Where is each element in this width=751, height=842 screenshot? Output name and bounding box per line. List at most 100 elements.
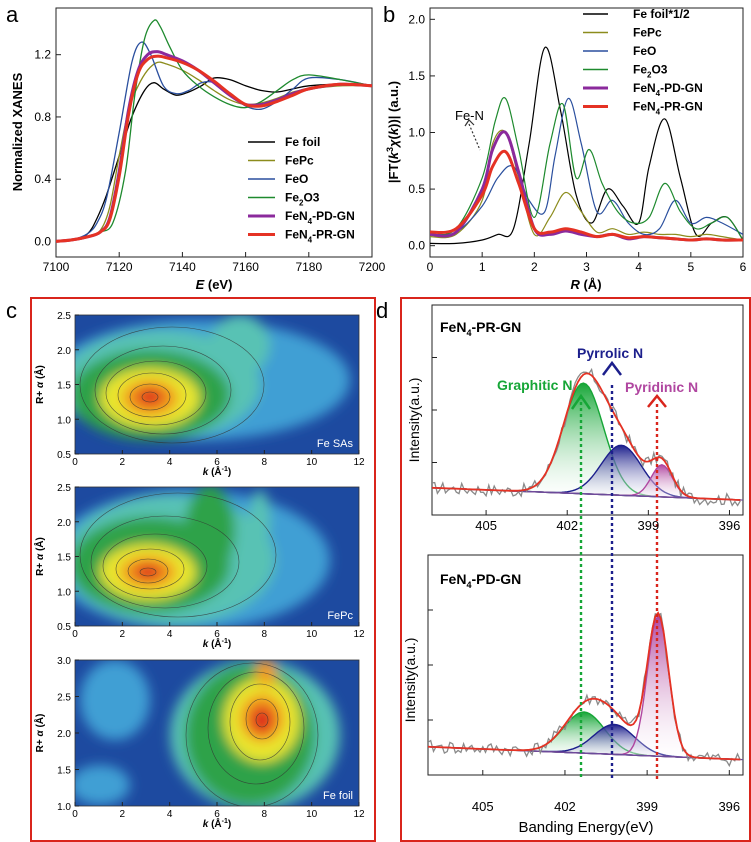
c-xtick-label: 10 bbox=[306, 629, 318, 640]
b-legend-label: FePc bbox=[633, 26, 662, 40]
a-legend-label: FeN4-PR-GN bbox=[285, 228, 355, 245]
b-xtick-label: 0 bbox=[427, 260, 434, 274]
b-series-fe2o3 bbox=[430, 96, 743, 241]
c-ylabel: R+ α (Å) bbox=[33, 537, 46, 576]
c-ytick-label: 2.0 bbox=[57, 518, 71, 529]
d-xtick-label: 399 bbox=[637, 518, 659, 533]
panel-c-ticks: 0.5 1.0 1.5 2.0 2.5 0 2 4 6 8 10 12 k (Å-1) R+ α (Å) 0… bbox=[33, 311, 365, 830]
a-ytick-label: 0.0 bbox=[34, 234, 51, 248]
c-xtick-label: 0 bbox=[72, 629, 78, 640]
panel-b-xlabel: R (Å) bbox=[570, 277, 601, 292]
b-xtick-label: 5 bbox=[687, 260, 694, 274]
c-xtick-label: 10 bbox=[306, 457, 318, 468]
xps-raw-data bbox=[432, 367, 741, 507]
graphitic-arrow bbox=[570, 393, 592, 410]
c-ytick-label: 2.5 bbox=[57, 311, 71, 322]
a-series-fe-foil bbox=[56, 76, 372, 243]
wt-label-fepc: FePc bbox=[327, 610, 353, 622]
wt-label-fe-sas: Fe SAs bbox=[317, 438, 354, 450]
c-ytick-label: 1.0 bbox=[57, 415, 71, 426]
c-xtick-label: 4 bbox=[167, 629, 173, 640]
a-ytick-label: 1.2 bbox=[34, 48, 51, 62]
panel-b-ticks: 0 1 2 3 4 5 6 0.0 0.5 1.0 1.5 2.0 bbox=[408, 12, 746, 274]
c-xtick-label: 4 bbox=[167, 809, 173, 820]
a-ytick-label: 0.8 bbox=[34, 110, 51, 124]
b-series-fen4-pd-gn bbox=[430, 130, 743, 242]
panel-a-ylabel: Normalized XANES bbox=[10, 72, 25, 191]
panel-b: b 0 1 2 3 4 5 6 0.0 0.5 1.0 1.5 2.0 R (Å) |FT(k3χ(k… bbox=[383, 2, 747, 292]
b-ytick-label: 1.5 bbox=[408, 69, 425, 83]
d-xtick-label: 405 bbox=[475, 518, 497, 533]
panel-a: a 7100 7120 7140 7160 7180 7200 0.0 0.4 0.8 1.2 E… bbox=[6, 2, 386, 292]
xps-fit-envelope bbox=[432, 372, 741, 501]
wt-map-fe-foil bbox=[75, 660, 359, 806]
c-ytick-label: 1.5 bbox=[57, 553, 71, 564]
b-xtick-label: 6 bbox=[740, 260, 747, 274]
xps-top-ylabel: Intensity(a.u.) bbox=[406, 378, 422, 463]
b-xtick-label: 3 bbox=[583, 260, 590, 274]
wt-map-fe-sas bbox=[75, 315, 359, 454]
a-series-fen4-pr-gn bbox=[56, 54, 372, 243]
panel-a-series bbox=[56, 19, 372, 243]
pyrrolic-arrow bbox=[602, 360, 622, 376]
a-xtick-label: 7160 bbox=[232, 260, 259, 274]
a-xtick-label: 7200 bbox=[359, 260, 386, 274]
wt-map-fepc bbox=[75, 487, 359, 626]
c-ytick-label: 0.5 bbox=[57, 622, 71, 633]
c-ylabel: R+ α (Å) bbox=[33, 714, 46, 753]
panel-d-ticks: 405 402 399 396 405 402 399 396 bbox=[428, 357, 740, 814]
c-ylabel: R+ α (Å) bbox=[33, 365, 46, 404]
b-series-fe-foil-1-2 bbox=[430, 46, 743, 245]
pyrrolic-label: Pyrrolic N bbox=[577, 345, 643, 361]
c-xtick-label: 2 bbox=[120, 809, 126, 820]
b-series-fen4-pr-gn bbox=[430, 149, 743, 242]
c-ytick-label: 2.5 bbox=[57, 483, 71, 494]
b-series-fepc bbox=[430, 129, 743, 241]
c-ytick-label: 1.0 bbox=[57, 587, 71, 598]
b-xtick-label: 4 bbox=[635, 260, 642, 274]
panel-c-letter: c bbox=[6, 298, 17, 323]
a-xtick-label: 7140 bbox=[169, 260, 196, 274]
c-xtick-label: 6 bbox=[214, 809, 220, 820]
fe-n-arrow bbox=[468, 123, 481, 151]
panel-c: c Fe SAs bbox=[6, 298, 365, 830]
c-ytick-label: 2.0 bbox=[57, 729, 71, 740]
a-legend-label: FeN4-PD-GN bbox=[285, 209, 355, 226]
a-xtick-label: 7180 bbox=[295, 260, 322, 274]
pyridinic-arrow bbox=[647, 394, 667, 408]
c-xtick-label: 12 bbox=[353, 457, 365, 468]
b-legend-label: FeN4-PR-GN bbox=[633, 100, 703, 117]
c-xtick-label: 10 bbox=[306, 809, 318, 820]
c-ytick-label: 0.5 bbox=[57, 450, 71, 461]
b-legend-label: FeN4-PD-GN bbox=[633, 81, 703, 98]
a-xtick-label: 7100 bbox=[43, 260, 70, 274]
wt-label-fe-foil: Fe foil bbox=[323, 790, 353, 802]
c-xtick-label: 2 bbox=[120, 629, 126, 640]
c-ytick-label: 1.5 bbox=[57, 766, 71, 777]
pyridinic-label: Pyridinic N bbox=[625, 379, 698, 395]
graphitic-label: Graphitic N bbox=[497, 377, 572, 393]
panel-d-frame bbox=[400, 297, 751, 842]
panel-b-ylabel: |FT(k3χ(k))| (a.u.) bbox=[385, 81, 401, 183]
xps-bottom-ylabel: Intensity(a.u.) bbox=[402, 638, 418, 723]
c-ytick-label: 1.5 bbox=[57, 381, 71, 392]
c-ytick-label: 3.0 bbox=[57, 656, 71, 667]
c-xtick-label: 4 bbox=[167, 457, 173, 468]
xps-bottom-series bbox=[428, 611, 743, 768]
a-legend-label: Fe foil bbox=[285, 135, 320, 149]
panel-b-letter: b bbox=[383, 2, 395, 27]
b-legend-label: Fe foil*1/2 bbox=[633, 7, 690, 21]
b-xtick-label: 2 bbox=[531, 260, 538, 274]
c-xtick-label: 12 bbox=[353, 809, 365, 820]
b-ytick-label: 2.0 bbox=[408, 12, 425, 26]
c-xtick-label: 8 bbox=[262, 629, 268, 640]
panel-d-letter: d bbox=[376, 298, 388, 323]
panel-a-xlabel: E (eV) bbox=[196, 277, 233, 292]
c-xtick-label: 0 bbox=[72, 809, 78, 820]
a-xtick-label: 7120 bbox=[106, 260, 133, 274]
a-ytick-label: 0.4 bbox=[34, 172, 51, 186]
c-xtick-label: 6 bbox=[214, 629, 220, 640]
